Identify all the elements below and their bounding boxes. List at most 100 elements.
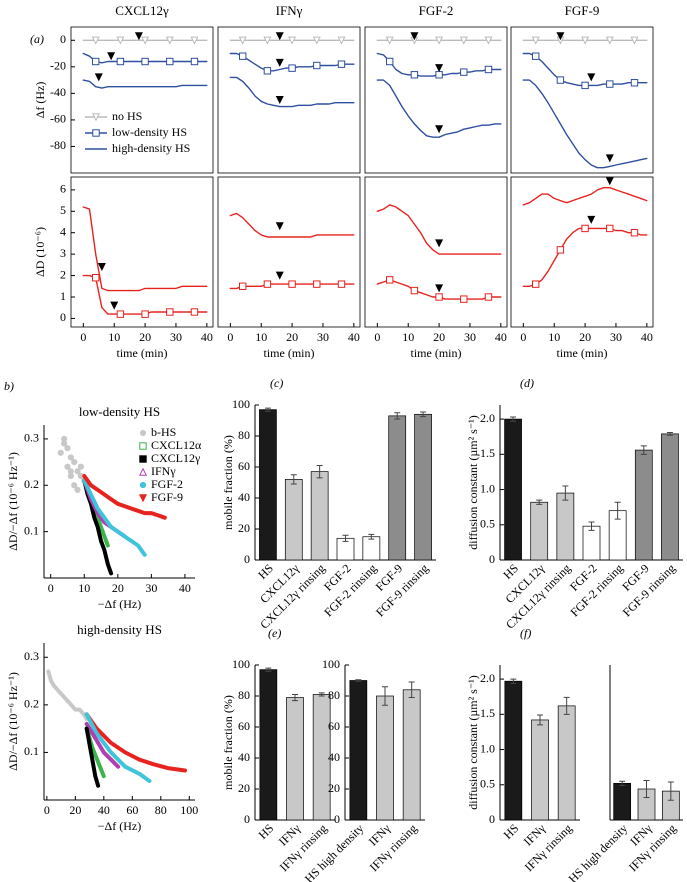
marker [385,36,394,45]
x-tick-label: 10 [108,330,120,344]
marker [116,310,125,318]
bar [556,492,575,561]
arrowhead [605,177,614,186]
marker [141,57,149,66]
series-line [82,206,208,292]
y-tick-label: 1.0 [480,481,495,495]
marker [606,80,614,88]
y-tick-label: 100 [232,397,250,411]
marker [64,445,71,452]
x-axis-label: −Δf (Hz) [98,597,141,611]
error-bar [614,501,621,520]
series-line [46,669,89,722]
y-tick-label: 40 [238,750,250,764]
error-bar [355,679,362,682]
y-tick-label: 3 [60,246,66,260]
arrowhead [410,32,419,41]
category-label: HS high density [566,821,631,882]
arrowhead [94,73,103,82]
x-tick-label: 20 [433,330,445,344]
marker [556,246,565,254]
arrowhead [110,301,119,310]
error-bar [316,464,323,479]
y-tick-label: -80 [50,138,66,152]
marker [581,81,589,90]
error-bar [292,693,298,702]
legend-marker [138,467,148,476]
y-tick-label: 0.2 [24,477,39,491]
y-tick-label: 4 [60,224,66,238]
y-axis-label: mobile fraction (%) [221,695,235,790]
arrowhead [435,284,444,293]
y-tick-label: 40 [238,490,250,504]
marker [74,468,81,475]
legend-marker [139,429,147,437]
series-line [84,712,187,773]
legend-label: high-density HS [112,141,190,155]
series-line [84,721,121,769]
marker [435,71,443,79]
bar [504,418,522,561]
error-bar [563,696,570,715]
y-tick-label: 0 [489,552,495,566]
marker [57,449,64,456]
marker [385,57,394,66]
bar [349,680,368,821]
y-tick-label: 80 [328,688,340,702]
marker [337,36,346,45]
marker [91,57,100,66]
x-tick-label: 10 [78,581,90,595]
y-tick-label: 0.1 [24,744,39,758]
series-line [522,187,648,206]
y-axis-label: Δf (Hz) [33,82,47,119]
marker [556,76,565,84]
marker [71,458,78,466]
arrowhead [275,58,284,67]
marker [238,282,247,290]
bar [530,501,549,561]
x-tick-label: 40 [348,330,360,344]
arrowhead [275,96,284,104]
y-tick-label: -20 [50,59,66,73]
series-line [522,79,648,169]
y-tick-label: 20 [328,781,340,795]
chart-title: CXCL12γ [115,3,169,18]
x-tick-label: 40 [201,330,213,344]
y-axis-label: mobile fraction (%) [221,435,235,530]
legend-label: FGF-9 [151,490,183,504]
marker [605,36,614,45]
legend-label: CXCL12α [151,438,202,452]
y-tick-label: 80 [238,688,250,702]
series-line [522,52,648,87]
legend-marker [139,481,147,489]
marker [67,468,74,475]
x-tick-label: 40 [179,581,191,595]
bar [661,433,679,561]
error-bar [382,686,388,706]
bar [504,680,523,821]
panel-label: (e) [268,626,281,640]
error-bar [562,485,569,501]
marker [410,71,419,79]
y-tick-label: 0.5 [480,777,495,791]
marker [435,293,443,301]
marker [77,463,85,470]
x-tick-label: 30 [610,330,622,344]
x-tick-label: 30 [464,330,476,344]
arrowhead [435,125,444,134]
y-tick-label: 0 [60,32,66,46]
marker [141,36,150,45]
series-line [82,274,208,315]
x-tick-label: 40 [641,330,653,344]
marker [71,482,78,489]
x-tick-label: 0 [374,330,380,344]
error-bar [394,412,401,420]
y-tick-label: 0.3 [24,431,39,445]
marker [288,280,296,288]
y-tick-label: 60 [238,459,250,473]
arrowhead [587,73,596,82]
marker [313,280,321,288]
chart-title: IFNγ [276,3,303,18]
marker [116,36,125,45]
